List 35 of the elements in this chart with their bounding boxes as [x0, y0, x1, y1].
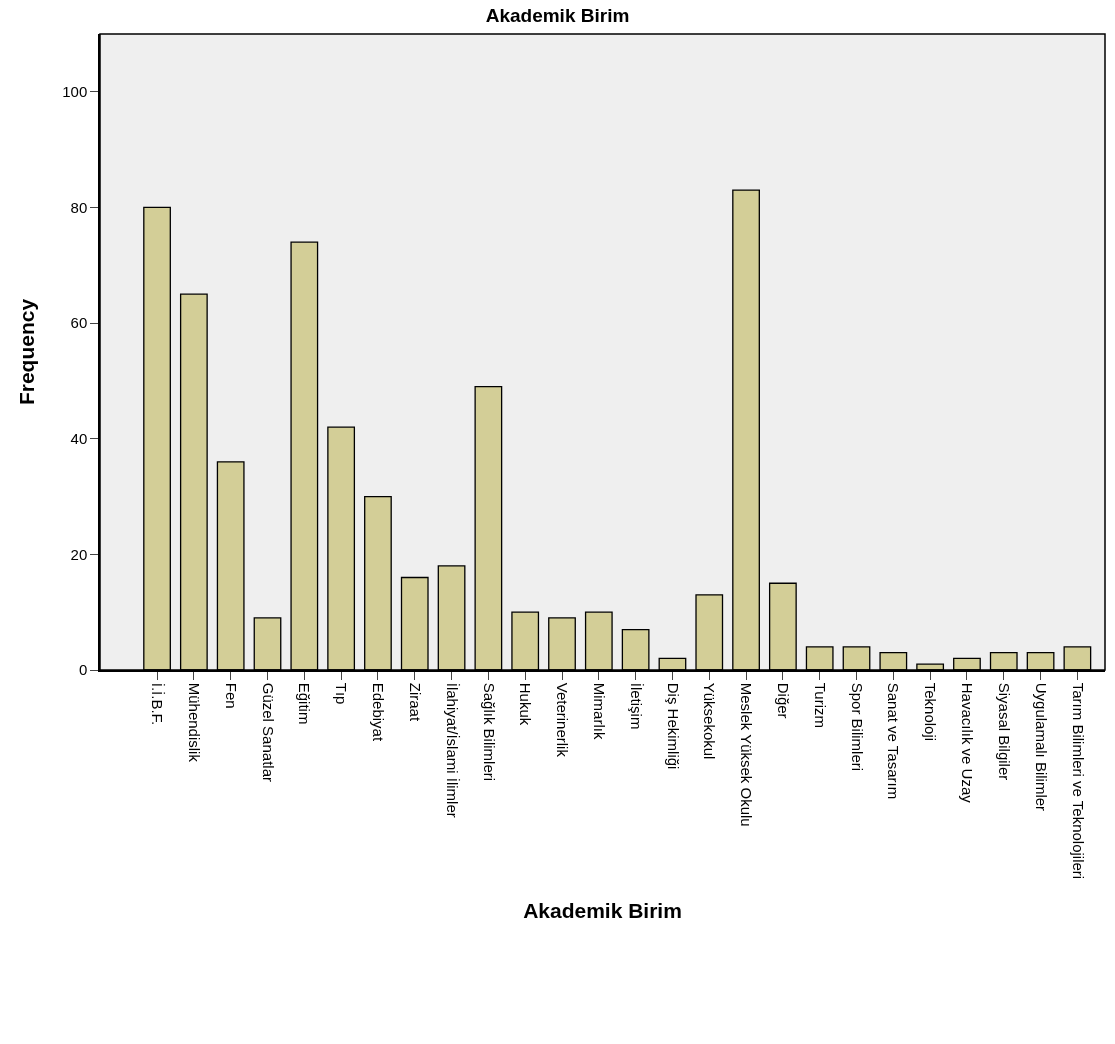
x-tick-label: Spor Bilimleri	[848, 682, 866, 772]
y-tick-label: 60	[70, 314, 88, 332]
x-tick-label: Uygulamalı Bilimler	[1032, 682, 1050, 812]
y-tick-label: 80	[70, 198, 88, 216]
x-tick-label: Edebiyat	[370, 682, 388, 742]
x-tick-label: Veterinerlik	[554, 682, 572, 758]
x-tick-label: Mimarlık	[590, 682, 608, 740]
y-axis-title: Frequency	[14, 298, 38, 406]
x-tick-label: Diş Hekimliği	[664, 682, 682, 770]
x-tick-label: Eğitim	[296, 682, 314, 725]
y-tick-label: 20	[70, 545, 88, 563]
x-tick-label: Sağlık Bilimleri	[480, 682, 498, 782]
x-tick-label: Güzel Sanatlar	[259, 682, 277, 782]
x-tick-label: Teknoloji	[922, 682, 940, 742]
x-tick-label: Diğer	[775, 682, 793, 719]
x-tick-label: Meslek Yüksek Okulu	[738, 682, 756, 827]
x-tick-label: Siyasal Bilgiler	[995, 682, 1013, 781]
y-tick-label: 40	[70, 429, 88, 447]
x-tick-label: İlahiyat/İslami İlimler	[443, 682, 461, 818]
x-tick-label: Hukuk	[517, 682, 535, 726]
x-axis-title: Akademik Birim	[523, 898, 682, 922]
x-tick-label: Havacılık ve Uzay	[959, 682, 977, 804]
x-tick-label: Tarım Bilimleri ve Teknolojileri	[1069, 682, 1087, 880]
x-tick-label: İ.İ.B.F.	[149, 682, 167, 726]
x-tick-label: İletişim	[627, 682, 645, 730]
x-tick-label: Yüksekokul	[701, 682, 719, 760]
chart-title: Akademik Birim	[485, 4, 630, 26]
x-tick-label: Tıp	[333, 682, 351, 705]
y-tick-label: 0	[78, 661, 88, 679]
x-tick-label: Fen	[222, 682, 240, 709]
x-tick-label: Mühendislik	[185, 682, 203, 763]
y-tick-label: 100	[62, 83, 88, 101]
x-tick-label: Sanat ve Tasarım	[885, 682, 903, 800]
x-tick-label: Ziraat	[406, 682, 424, 722]
x-tick-label: Turizm	[811, 682, 829, 729]
